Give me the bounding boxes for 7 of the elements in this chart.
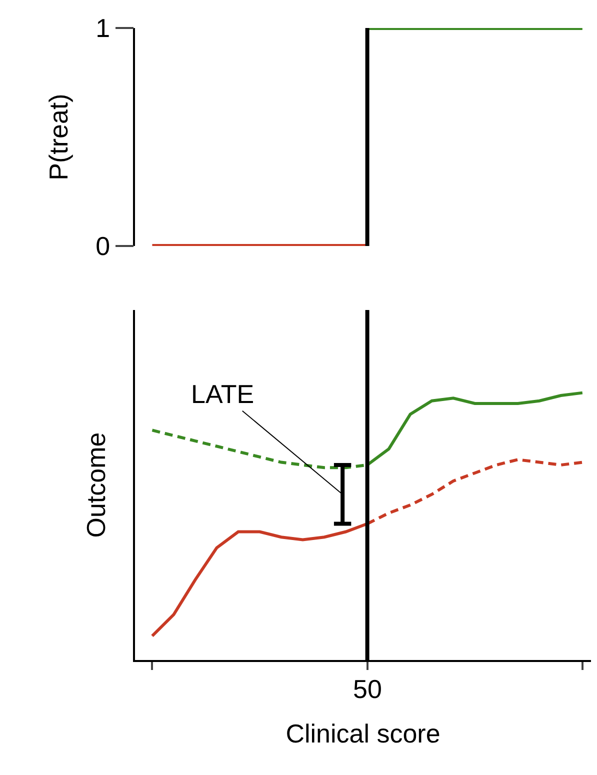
y-tick-label: 0 [96, 231, 110, 262]
x-axis-title: Clinical score [286, 718, 440, 748]
text: 50 [353, 674, 382, 704]
y-axis-title: Outcome [81, 432, 112, 538]
annotation: LATE [191, 379, 254, 409]
y-tick-label: 1 [96, 13, 110, 44]
y-axis-title: P(treat) [43, 94, 74, 180]
